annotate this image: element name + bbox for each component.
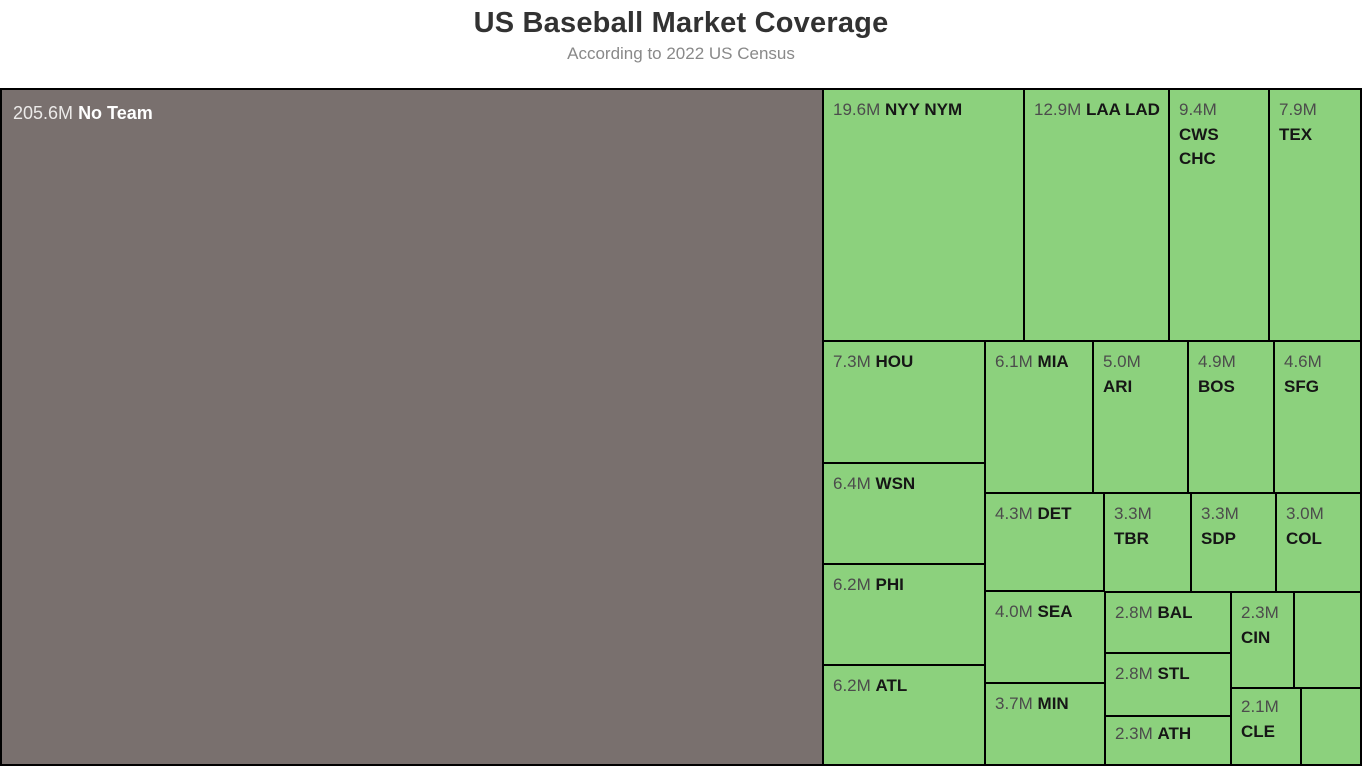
treemap-cell-cin[interactable]: 2.3M CIN: [1231, 592, 1294, 688]
cell-value: 2.3M: [1115, 724, 1153, 743]
cell-value: 9.4M: [1179, 100, 1217, 119]
treemap-cell-unlabeled-1[interactable]: [1294, 592, 1361, 688]
cell-label: SEA: [1037, 602, 1073, 621]
treemap-chart: 205.6M No Team 19.6M NYY NYM 12.9M LAA L…: [0, 88, 1362, 766]
chart-header: US Baseball Market Coverage According to…: [0, 6, 1362, 64]
cell-label: TEX: [1279, 124, 1313, 144]
treemap-cell-col[interactable]: 3.0M COL: [1276, 493, 1361, 592]
cell-value: 12.9M: [1034, 100, 1082, 119]
treemap-cell-sdp[interactable]: 3.3M SDP: [1191, 493, 1276, 592]
treemap-cell-wsn[interactable]: 6.4M WSN: [823, 463, 985, 564]
cell-label: CIN: [1241, 627, 1271, 647]
treemap-cell-nyy-nym[interactable]: 19.6M NYY NYM: [823, 89, 1024, 341]
cell-label: DET: [1037, 504, 1072, 523]
cell-label: COL: [1286, 528, 1322, 548]
cell-label: LAA LAD: [1085, 100, 1160, 119]
cell-label: CWS CHC: [1179, 124, 1219, 169]
cell-label: ARI: [1103, 376, 1133, 396]
cell-value: 3.7M: [995, 694, 1033, 713]
cell-value: 4.6M: [1284, 352, 1322, 371]
cell-label: MIA: [1037, 352, 1069, 371]
treemap-cell-atl[interactable]: 6.2M ATL: [823, 665, 985, 765]
cell-label: CLE: [1241, 721, 1275, 741]
cell-label: NYY NYM: [884, 100, 963, 119]
treemap-cell-bos[interactable]: 4.9M BOS: [1188, 341, 1274, 493]
cell-value: 4.0M: [995, 602, 1033, 621]
cell-value: 2.8M: [1115, 603, 1153, 622]
treemap-cell-no-team[interactable]: 205.6M No Team: [1, 89, 823, 765]
cell-value: 2.8M: [1115, 664, 1153, 683]
cell-label: PHI: [875, 575, 904, 594]
cell-value: 7.3M: [833, 352, 871, 371]
cell-label: HOU: [875, 352, 914, 371]
cell-value: 6.4M: [833, 474, 871, 493]
cell-label: ATH: [1157, 724, 1192, 743]
cell-value: 6.1M: [995, 352, 1033, 371]
treemap-cell-ari[interactable]: 5.0M ARI: [1093, 341, 1188, 493]
treemap-cell-cws-chc[interactable]: 9.4M CWS CHC: [1169, 89, 1269, 341]
cell-value: 2.1M: [1241, 697, 1279, 716]
cell-value: 205.6M: [13, 103, 74, 123]
cell-value: 6.2M: [833, 676, 871, 695]
cell-value: 7.9M: [1279, 100, 1317, 119]
cell-label: TBR: [1114, 528, 1149, 548]
treemap-cell-unlabeled-2[interactable]: [1301, 688, 1361, 765]
treemap-cell-sea[interactable]: 4.0M SEA: [985, 591, 1105, 683]
cell-label: BAL: [1157, 603, 1193, 622]
treemap-cell-phi[interactable]: 6.2M PHI: [823, 564, 985, 665]
chart-title: US Baseball Market Coverage: [473, 7, 889, 39]
treemap-cell-stl[interactable]: 2.8M STL: [1105, 653, 1231, 716]
treemap-cell-hou[interactable]: 7.3M HOU: [823, 341, 985, 463]
cell-value: 6.2M: [833, 575, 871, 594]
cell-label: SFG: [1284, 376, 1319, 396]
cell-value: 3.0M: [1286, 504, 1324, 523]
cell-value: 4.3M: [995, 504, 1033, 523]
cell-value: 5.0M: [1103, 352, 1141, 371]
treemap-cell-ath[interactable]: 2.3M ATH: [1105, 716, 1231, 765]
treemap-cell-mia[interactable]: 6.1M MIA: [985, 341, 1093, 493]
treemap-cell-tbr[interactable]: 3.3M TBR: [1104, 493, 1191, 592]
chart-subtitle: According to 2022 US Census: [567, 43, 795, 63]
treemap-cell-sfg[interactable]: 4.6M SFG: [1274, 341, 1361, 493]
treemap-cell-min[interactable]: 3.7M MIN: [985, 683, 1105, 765]
cell-value: 4.9M: [1198, 352, 1236, 371]
cell-label: SDP: [1201, 528, 1236, 548]
treemap-cell-cle[interactable]: 2.1M CLE: [1231, 688, 1301, 765]
treemap-cell-laa-lad[interactable]: 12.9M LAA LAD: [1024, 89, 1169, 341]
cell-label: MIN: [1037, 694, 1069, 713]
cell-value: 3.3M: [1201, 504, 1239, 523]
cell-label: WSN: [875, 474, 916, 493]
cell-value: 2.3M: [1241, 603, 1279, 622]
treemap-cell-bal[interactable]: 2.8M BAL: [1105, 592, 1231, 653]
treemap-cell-tex[interactable]: 7.9M TEX: [1269, 89, 1361, 341]
cell-value: 19.6M: [833, 100, 881, 119]
cell-label: ATL: [875, 676, 908, 695]
cell-value: 3.3M: [1114, 504, 1152, 523]
cell-label: No Team: [78, 103, 153, 123]
cell-label: STL: [1157, 664, 1190, 683]
treemap-cell-det[interactable]: 4.3M DET: [985, 493, 1104, 591]
cell-label: BOS: [1198, 376, 1235, 396]
